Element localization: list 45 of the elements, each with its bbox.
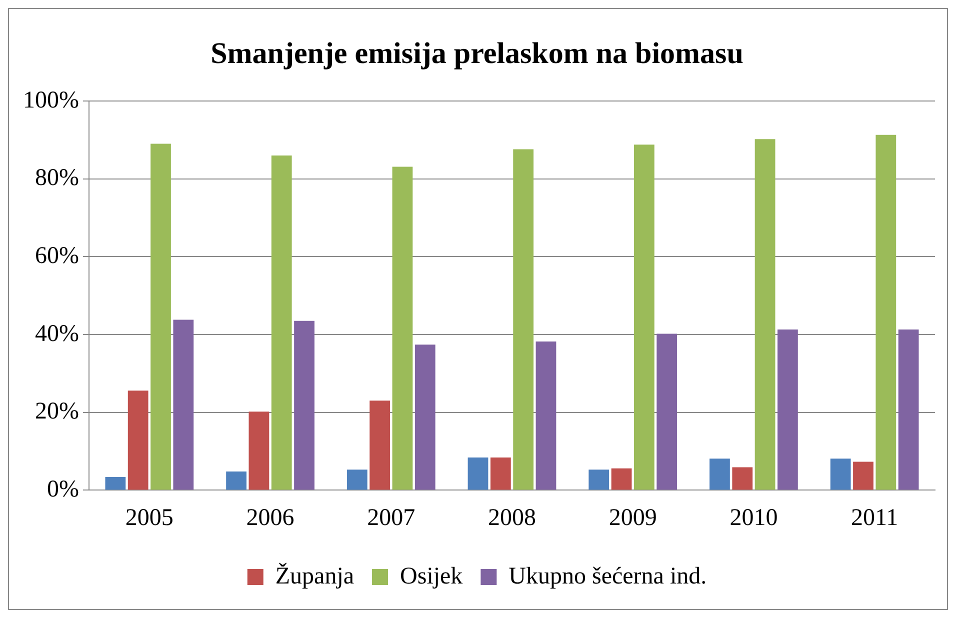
y-tick-label: 80% xyxy=(34,165,79,192)
bar xyxy=(876,134,896,490)
bar xyxy=(128,390,148,490)
bar xyxy=(634,144,654,490)
bar xyxy=(656,334,678,490)
bar xyxy=(536,342,556,490)
bar xyxy=(468,458,488,490)
legend-label: Ukupno šećerna ind. xyxy=(508,563,707,590)
x-tick-label: 2011 xyxy=(851,504,898,531)
bar xyxy=(611,468,632,490)
bar xyxy=(105,476,126,490)
bar xyxy=(226,472,246,490)
legend-label: Osijek xyxy=(400,563,463,590)
x-tick-label: 2007 xyxy=(367,504,416,531)
y-tick-label: 100% xyxy=(22,87,79,114)
bar xyxy=(150,144,171,490)
chart-title: Smanjenje emisija prelaskom na biomasu xyxy=(210,36,744,70)
x-tick-label: 2006 xyxy=(246,504,294,531)
bar xyxy=(346,470,368,490)
bar xyxy=(853,462,874,490)
y-tick-label: 20% xyxy=(34,398,79,425)
bar xyxy=(414,344,436,490)
bar xyxy=(710,458,730,490)
bar xyxy=(392,166,413,490)
bar xyxy=(294,320,314,490)
bar xyxy=(754,139,776,490)
bar xyxy=(830,458,851,490)
bar xyxy=(370,400,390,490)
bar xyxy=(173,320,194,490)
bar xyxy=(490,458,511,490)
bar xyxy=(271,155,292,490)
bar xyxy=(898,329,919,490)
x-tick-label: 2005 xyxy=(125,504,174,531)
legend-label: Županja xyxy=(275,562,354,590)
x-tick-label: 2010 xyxy=(730,504,778,531)
bar xyxy=(778,329,798,490)
bar xyxy=(513,149,534,490)
bar xyxy=(588,470,610,490)
y-tick-label: 60% xyxy=(34,242,79,269)
y-tick-label: 40% xyxy=(34,320,79,347)
y-tick-label: 0% xyxy=(46,476,79,502)
x-tick-label: 2009 xyxy=(608,504,657,531)
bar xyxy=(248,412,270,490)
bar xyxy=(732,467,753,490)
x-tick-label: 2008 xyxy=(488,504,536,531)
